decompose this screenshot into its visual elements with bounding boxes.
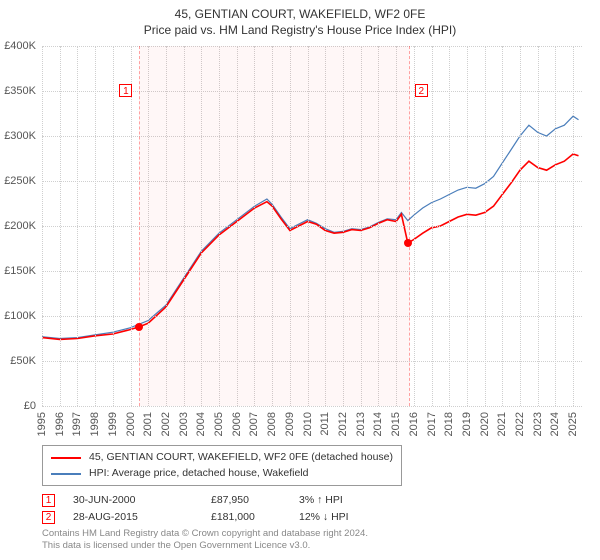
y-axis-label: £200K xyxy=(0,220,36,232)
x-axis-label: 2023 xyxy=(532,412,544,436)
x-axis-label: 2014 xyxy=(372,412,384,436)
x-axis-label: 2009 xyxy=(284,412,296,436)
x-gridline xyxy=(113,46,114,406)
sale-marker-1: 1 xyxy=(119,84,132,97)
y-axis-label: £250K xyxy=(0,175,36,187)
x-axis-label: 2011 xyxy=(319,412,331,436)
x-axis-label: 2018 xyxy=(443,412,455,436)
x-axis-label: 1997 xyxy=(71,412,83,436)
x-gridline xyxy=(555,46,556,406)
x-axis-label: 2016 xyxy=(408,412,420,436)
legend-row: HPI: Average price, detached house, Wake… xyxy=(51,466,393,482)
legend-swatch xyxy=(51,457,81,459)
x-axis-label: 2006 xyxy=(231,412,243,436)
x-axis-label: 2022 xyxy=(514,412,526,436)
x-axis-label: 2010 xyxy=(302,412,314,436)
y-gridline xyxy=(42,406,582,407)
x-axis-label: 1998 xyxy=(89,412,101,436)
legend-label: HPI: Average price, detached house, Wake… xyxy=(89,466,308,482)
sale-point-dot xyxy=(404,239,412,247)
sale-event-price: £181,000 xyxy=(211,511,281,523)
y-axis-label: £400K xyxy=(0,40,36,52)
y-axis-label: £0 xyxy=(0,400,36,412)
y-axis-label: £100K xyxy=(0,310,36,322)
x-gridline xyxy=(77,46,78,406)
footer-line-1: Contains HM Land Registry data © Crown c… xyxy=(42,528,582,540)
legend-and-footer: 45, GENTIAN COURT, WAKEFIELD, WF2 0FE (d… xyxy=(42,445,582,552)
attribution-footer: Contains HM Land Registry data © Crown c… xyxy=(42,528,582,553)
sale-event-date: 28-AUG-2015 xyxy=(73,511,193,523)
chart-title: 45, GENTIAN COURT, WAKEFIELD, WF2 0FE Pr… xyxy=(0,0,600,38)
sale-event-hpi-diff: 3% ↑ HPI xyxy=(299,494,389,506)
x-axis-label: 2020 xyxy=(479,412,491,436)
x-axis-label: 2004 xyxy=(195,412,207,436)
sale-event-marker: 1 xyxy=(42,494,55,507)
ownership-period-band xyxy=(139,46,409,406)
sale-events-table: 1 30-JUN-2000 £87,950 3% ↑ HPI 2 28-AUG-2015 £… xyxy=(42,494,582,524)
x-axis-label: 2003 xyxy=(178,412,190,436)
x-gridline xyxy=(449,46,450,406)
title-line-2: Price paid vs. HM Land Registry's House … xyxy=(0,22,600,38)
x-axis-label: 2005 xyxy=(213,412,225,436)
x-axis-label: 2012 xyxy=(337,412,349,436)
x-gridline xyxy=(95,46,96,406)
x-gridline xyxy=(467,46,468,406)
sale-event-row: 2 28-AUG-2015 £181,000 12% ↓ HPI xyxy=(42,511,582,524)
x-gridline xyxy=(131,46,132,406)
x-axis-label: 2024 xyxy=(549,412,561,436)
x-axis-label: 2000 xyxy=(125,412,137,436)
chart-area: £0£50K£100K£150K£200K£250K£300K£350K£400… xyxy=(42,46,582,406)
x-axis-label: 2021 xyxy=(496,412,508,436)
x-gridline xyxy=(60,46,61,406)
x-gridline xyxy=(414,46,415,406)
plot-area: £0£50K£100K£150K£200K£250K£300K£350K£400… xyxy=(42,46,582,406)
x-axis-label: 2013 xyxy=(355,412,367,436)
legend-box: 45, GENTIAN COURT, WAKEFIELD, WF2 0FE (d… xyxy=(42,445,402,486)
x-axis-label: 2015 xyxy=(390,412,402,436)
x-axis-label: 1995 xyxy=(36,412,48,436)
footer-line-2: This data is licensed under the Open Gov… xyxy=(42,540,582,552)
title-line-1: 45, GENTIAN COURT, WAKEFIELD, WF2 0FE xyxy=(0,6,600,22)
sale-event-row: 1 30-JUN-2000 £87,950 3% ↑ HPI xyxy=(42,494,582,507)
sale-event-price: £87,950 xyxy=(211,494,281,506)
x-axis-label: 2002 xyxy=(160,412,172,436)
sale-point-dot xyxy=(135,323,143,331)
x-axis-label: 2001 xyxy=(142,412,154,436)
legend-swatch xyxy=(51,473,81,475)
x-gridline xyxy=(520,46,521,406)
y-axis-label: £50K xyxy=(0,355,36,367)
sale-event-marker: 2 xyxy=(42,511,55,524)
sale-event-hpi-diff: 12% ↓ HPI xyxy=(299,511,389,523)
sale-event-date: 30-JUN-2000 xyxy=(73,494,193,506)
x-gridline xyxy=(432,46,433,406)
x-gridline xyxy=(538,46,539,406)
y-axis-label: £150K xyxy=(0,265,36,277)
x-axis-label: 1999 xyxy=(107,412,119,436)
x-axis-label: 2007 xyxy=(248,412,260,436)
y-axis-label: £350K xyxy=(0,85,36,97)
x-axis-label: 2025 xyxy=(567,412,579,436)
x-axis-label: 2019 xyxy=(461,412,473,436)
legend-row: 45, GENTIAN COURT, WAKEFIELD, WF2 0FE (d… xyxy=(51,450,393,466)
x-axis-label: 1996 xyxy=(54,412,66,436)
x-axis-label: 2008 xyxy=(266,412,278,436)
x-gridline xyxy=(42,46,43,406)
sale-marker-2: 2 xyxy=(415,84,428,97)
x-gridline xyxy=(485,46,486,406)
legend-label: 45, GENTIAN COURT, WAKEFIELD, WF2 0FE (d… xyxy=(89,450,393,466)
x-gridline xyxy=(502,46,503,406)
x-gridline xyxy=(573,46,574,406)
y-axis-label: £300K xyxy=(0,130,36,142)
x-axis-label: 2017 xyxy=(426,412,438,436)
